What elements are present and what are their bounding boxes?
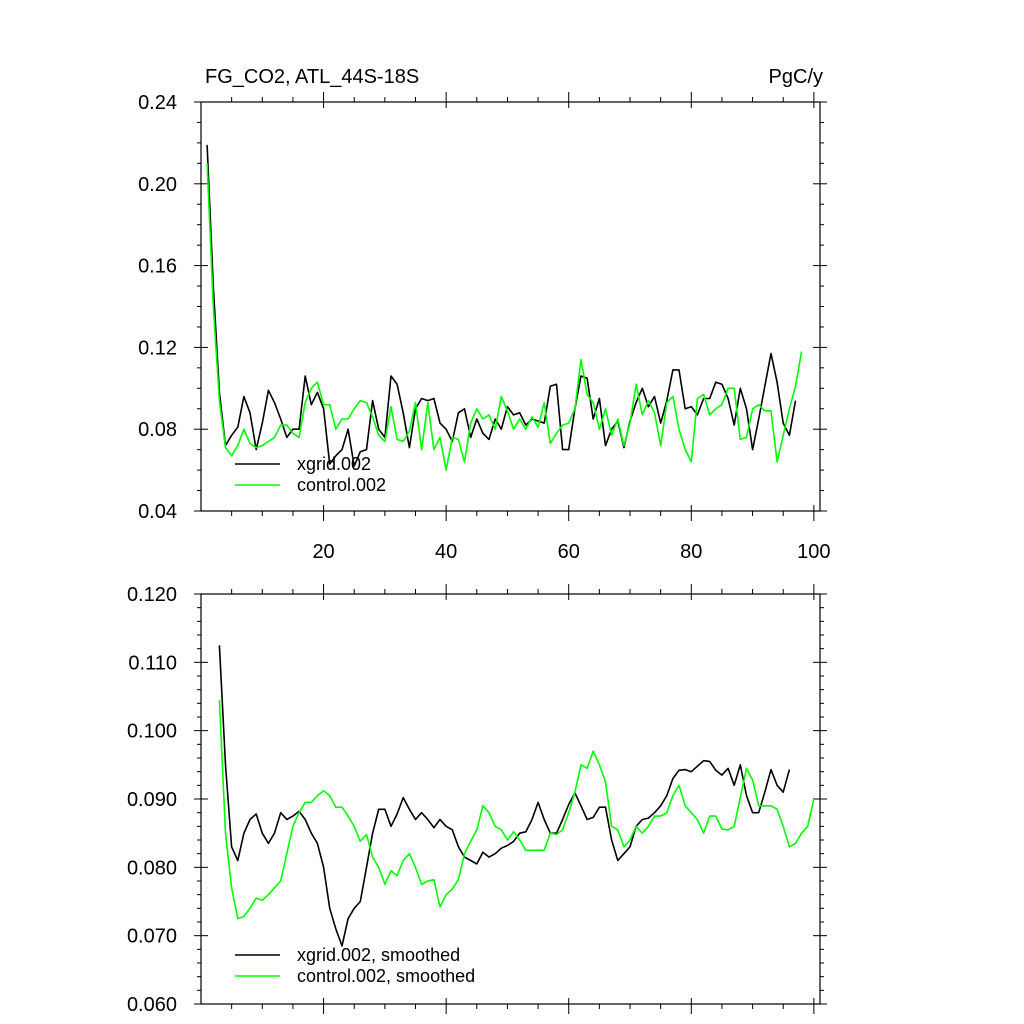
y-tick-label: 0.070 xyxy=(127,926,177,948)
x-tick-label: 40 xyxy=(435,541,457,563)
y-tick-label: 0.080 xyxy=(127,857,177,879)
x-tick-label: 100 xyxy=(797,541,830,563)
legend-label: control.002 xyxy=(297,475,386,495)
x-tick-label: 80 xyxy=(680,541,702,563)
y-tick-label: 0.08 xyxy=(138,419,177,441)
bottom-panel: 0.060 0.070 0.080 0.090 0.100 0.110 0.120 xgri… xyxy=(127,584,827,1016)
legend-label: xgrid.002, smoothed xyxy=(297,945,460,965)
y-tick-label: 0.100 xyxy=(127,721,177,743)
y-tick-label: 0.110 xyxy=(128,652,177,674)
legend-label: control.002, smoothed xyxy=(297,966,475,986)
x-tick-label: 60 xyxy=(558,541,580,563)
top-panel: FG_CO2, ATL_44S-18S PgC/y 0.04 0.08 0.12 0.… xyxy=(138,66,830,563)
top-chart-units: PgC/y xyxy=(769,66,823,88)
top-plot-frame xyxy=(200,101,821,512)
y-tick-label: 0.04 xyxy=(138,501,177,523)
y-tick-label: 0.16 xyxy=(138,256,177,278)
top-chart-title: FG_CO2, ATL_44S-18S xyxy=(205,66,419,88)
series-line-xgrid-002-smoothed xyxy=(218,645,791,947)
series-line-xgrid-002 xyxy=(206,144,797,467)
y-tick-label: 0.20 xyxy=(138,174,177,196)
y-tick-label: 0.060 xyxy=(127,994,177,1016)
legend-label: xgrid.002 xyxy=(297,454,371,474)
y-tick-label: 0.12 xyxy=(138,337,177,359)
y-tick-label: 0.120 xyxy=(127,584,177,606)
y-tick-label: 0.24 xyxy=(138,92,177,114)
series-line-control-002 xyxy=(206,163,803,471)
x-tick-label: 20 xyxy=(312,541,334,563)
series-line-control-002-smoothed xyxy=(218,699,815,920)
bottom-plot-frame xyxy=(200,593,821,1005)
y-tick-label: 0.090 xyxy=(127,789,177,811)
